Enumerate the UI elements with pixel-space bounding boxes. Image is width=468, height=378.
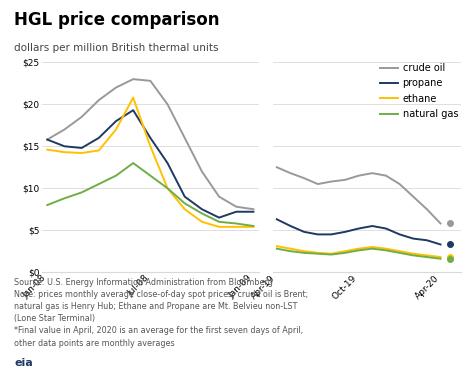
Text: HGL price comparison: HGL price comparison bbox=[14, 11, 219, 29]
Text: Source: U.S. Energy Information Administration from Bloomberg
Note: prices month: Source: U.S. Energy Information Administ… bbox=[14, 278, 308, 348]
Text: eia: eia bbox=[14, 358, 33, 368]
Text: dollars per million British thermal units: dollars per million British thermal unit… bbox=[14, 43, 219, 53]
Legend: crude oil, propane, ethane, natural gas: crude oil, propane, ethane, natural gas bbox=[380, 63, 458, 119]
